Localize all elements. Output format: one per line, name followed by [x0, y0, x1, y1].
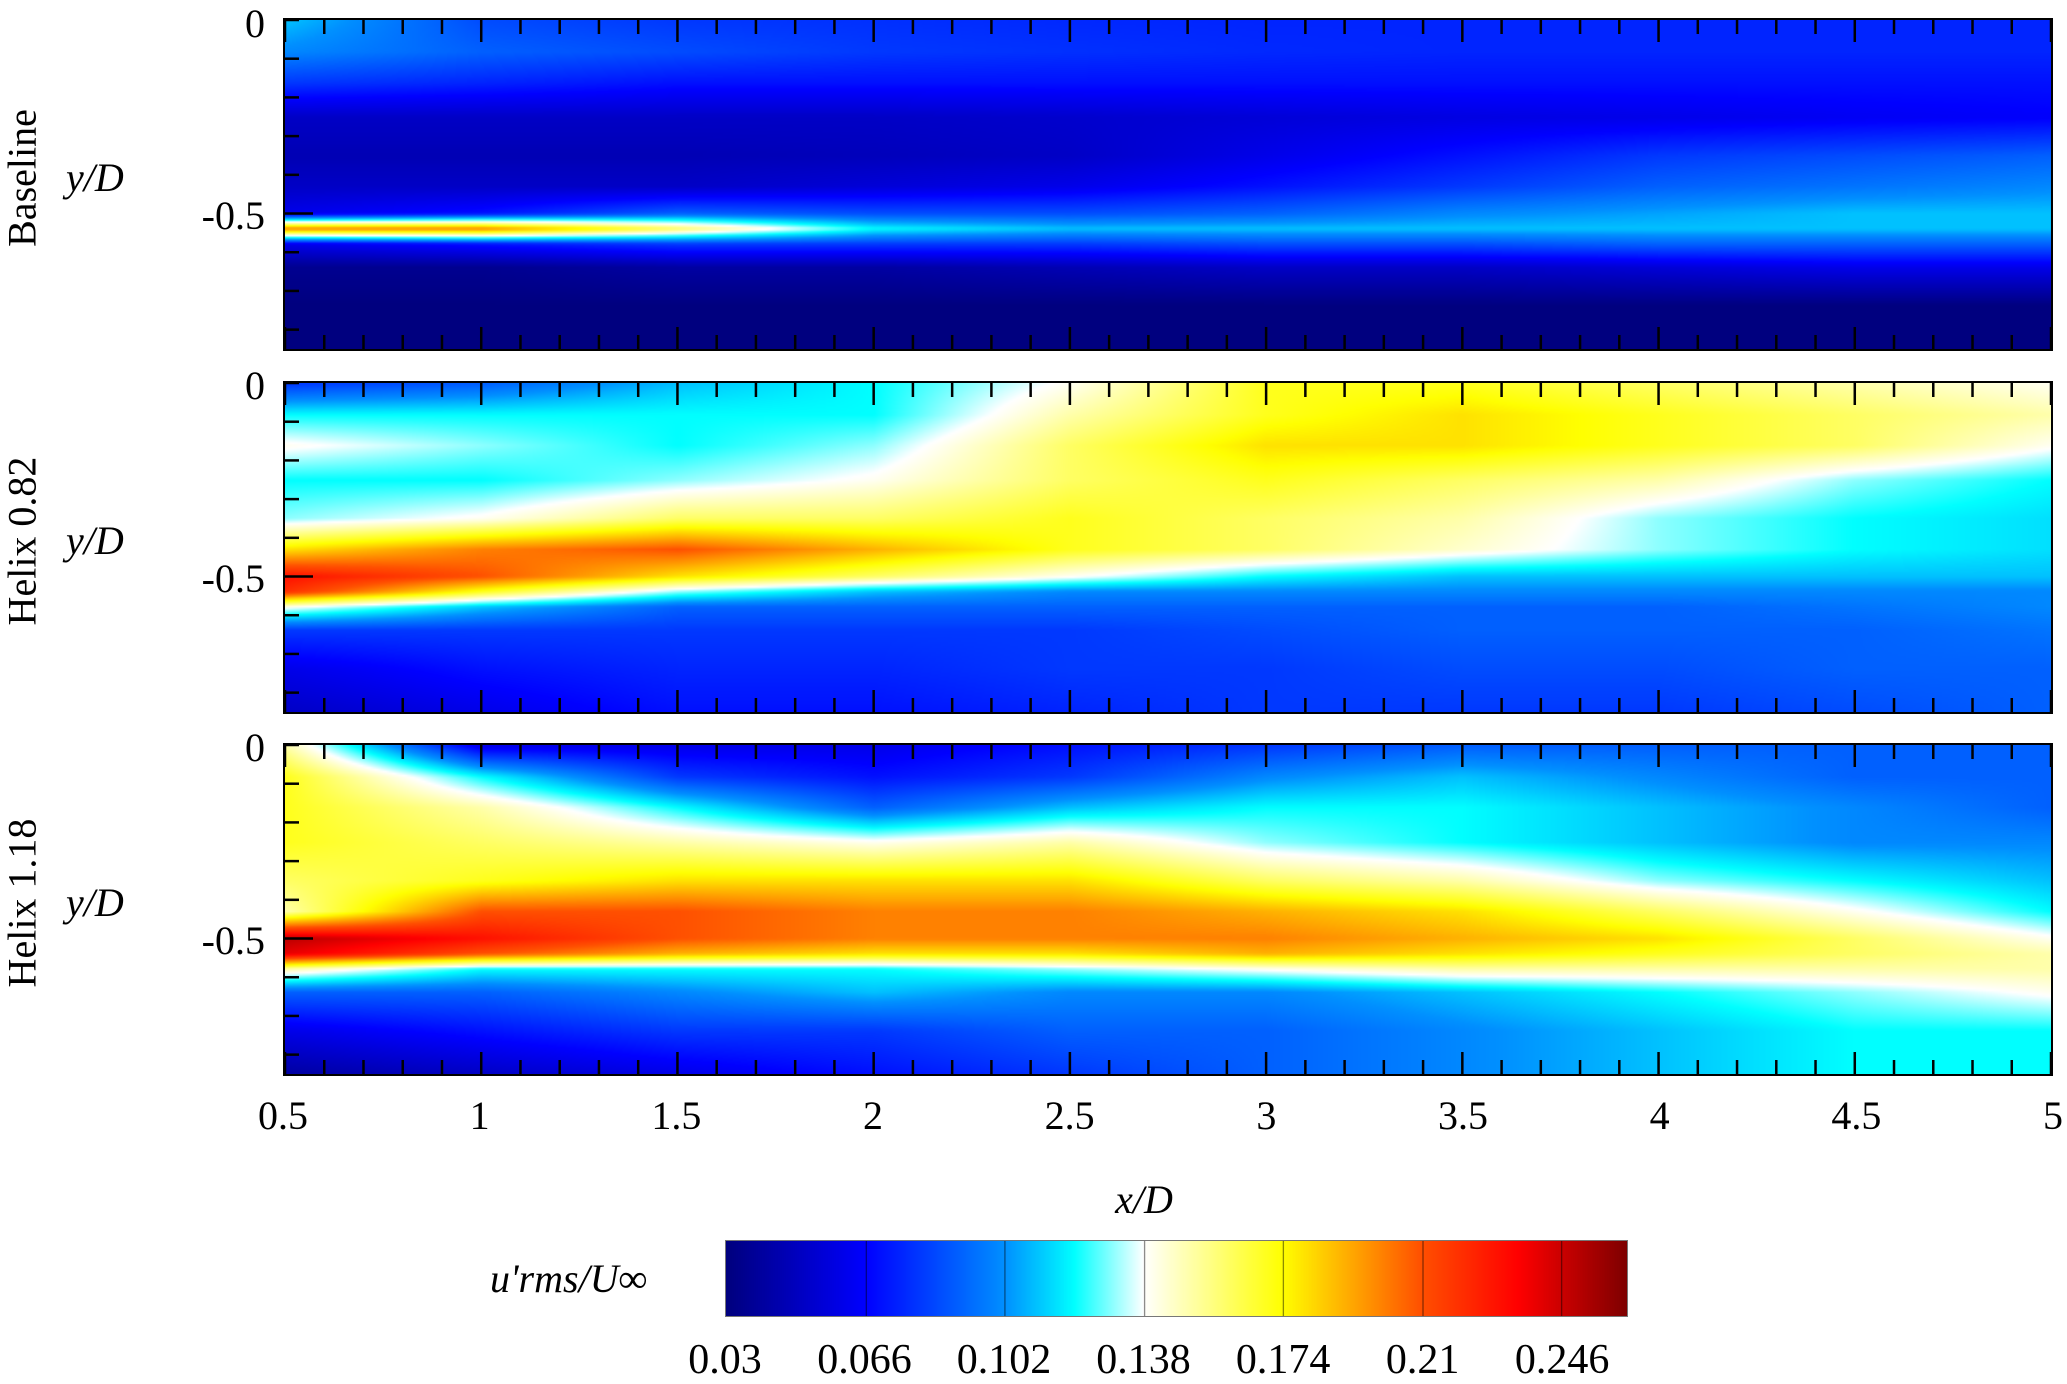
x-tick-label: 1.5 [651, 1093, 702, 1138]
panel-helix-118 [283, 743, 2053, 1076]
y-tick-label: 0 [245, 1, 265, 46]
colorbar-tick-label: 0.138 [1096, 1337, 1191, 1383]
y-axis-label: y/D [66, 518, 124, 563]
panel-helix-082 [283, 381, 2053, 714]
ticks-helix-082 [283, 381, 2053, 712]
colorbar-tick-label: 0.102 [956, 1337, 1052, 1383]
x-tick-label: 4.5 [1831, 1093, 1882, 1138]
x-tick-label: 3.5 [1438, 1093, 1488, 1138]
y-tick-label: -0.5 [201, 193, 265, 238]
x-tick-label: 0.5 [258, 1093, 308, 1138]
ticks-helix-118 [283, 743, 2053, 1074]
colorbar-tick-label: 0.21 [1385, 1337, 1460, 1383]
x-tick-label: 4 [1649, 1093, 1670, 1138]
colorbar-tick-label: 0.03 [688, 1337, 762, 1383]
colorbar-tick-label: 0.066 [817, 1337, 912, 1383]
ticks-baseline [283, 18, 2053, 349]
x-tick-label: 2 [863, 1093, 883, 1138]
y-axis-label: y/D [66, 880, 124, 925]
x-axis-label: x/D [1115, 1177, 1173, 1222]
heatmap-baseline [285, 20, 2051, 349]
y-axis-label: y/D [66, 155, 124, 200]
row-label-helix-082: Helix 0.82 [0, 456, 45, 626]
y-tick-label: 0 [245, 363, 265, 408]
y-tick-label: -0.5 [201, 918, 265, 963]
colorbar [725, 1240, 1628, 1317]
colorbar-label: u'rms/U∞ [490, 1256, 648, 1301]
x-tick-label: 3 [1256, 1093, 1277, 1138]
heatmap-helix-118 [285, 745, 2051, 1074]
colorbar-tick-label: 0.246 [1514, 1337, 1610, 1383]
row-label-helix-118: Helix 1.18 [0, 818, 45, 988]
x-tick-label: 5 [2043, 1093, 2063, 1138]
colorbar-tick-label: 0.174 [1235, 1337, 1331, 1383]
row-label-baseline: Baseline [0, 109, 45, 247]
y-tick-label: -0.5 [201, 556, 265, 601]
panel-baseline [283, 18, 2053, 351]
x-tick-label: 1 [469, 1093, 490, 1138]
x-tick-label: 2.5 [1044, 1093, 1095, 1138]
heatmap-helix-082 [285, 383, 2051, 712]
y-tick-label: 0 [245, 725, 265, 770]
